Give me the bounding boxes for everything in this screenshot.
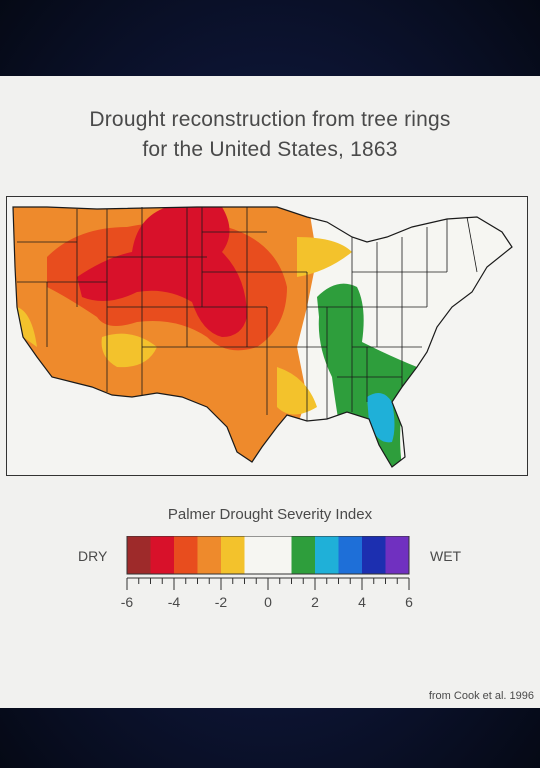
colorbar-tick-label: 6 — [405, 594, 413, 610]
us-drought-map-svg — [12, 206, 513, 468]
field-cyan-florida — [367, 393, 395, 443]
colorbar-swatch — [127, 536, 151, 574]
credit-text: from Cook et al. 1996 — [428, 690, 534, 702]
map-title-line-1: Drought reconstruction from tree rings — [89, 108, 451, 131]
legend-title: Palmer Drought Severity Index — [167, 506, 373, 523]
field-yellow-north — [297, 237, 352, 277]
map-title-line-2: for the United States, 1863 — [142, 138, 398, 161]
colorbar-tick-label: -2 — [214, 594, 228, 610]
colorbar-swatch — [291, 536, 315, 574]
wet-label: WET — [430, 548, 462, 564]
slide: Drought reconstruction from tree rings f… — [0, 76, 540, 708]
colorbar-tick-label: -4 — [167, 594, 181, 610]
colorbar-swatch — [197, 536, 221, 574]
field-red-core — [77, 207, 247, 337]
colorbar-swatch — [221, 536, 245, 574]
colorbar-swatch — [315, 536, 339, 574]
dry-label: DRY — [78, 548, 108, 564]
colorbar-swatch — [244, 536, 292, 574]
colorbar-swatch — [338, 536, 362, 574]
pdsi-colorbar — [126, 536, 410, 590]
state-boundaries — [12, 206, 513, 468]
colorbar-swatch — [174, 536, 198, 574]
colorbar-tick-label: 4 — [358, 594, 366, 610]
colorbar-swatch — [362, 536, 386, 574]
colorbar-swatch — [385, 536, 409, 574]
colorbar-swatch — [150, 536, 174, 574]
colorbar-tick-label: 0 — [264, 594, 272, 610]
pdsi-color-fields — [13, 207, 417, 467]
drought-map — [6, 196, 528, 476]
colorbar-tick-label: 2 — [311, 594, 319, 610]
field-yellow-southwest — [101, 333, 157, 368]
colorbar-border — [126, 536, 410, 575]
colorbar-tick-label: -6 — [120, 594, 134, 610]
field-yellow-coast — [17, 307, 37, 347]
